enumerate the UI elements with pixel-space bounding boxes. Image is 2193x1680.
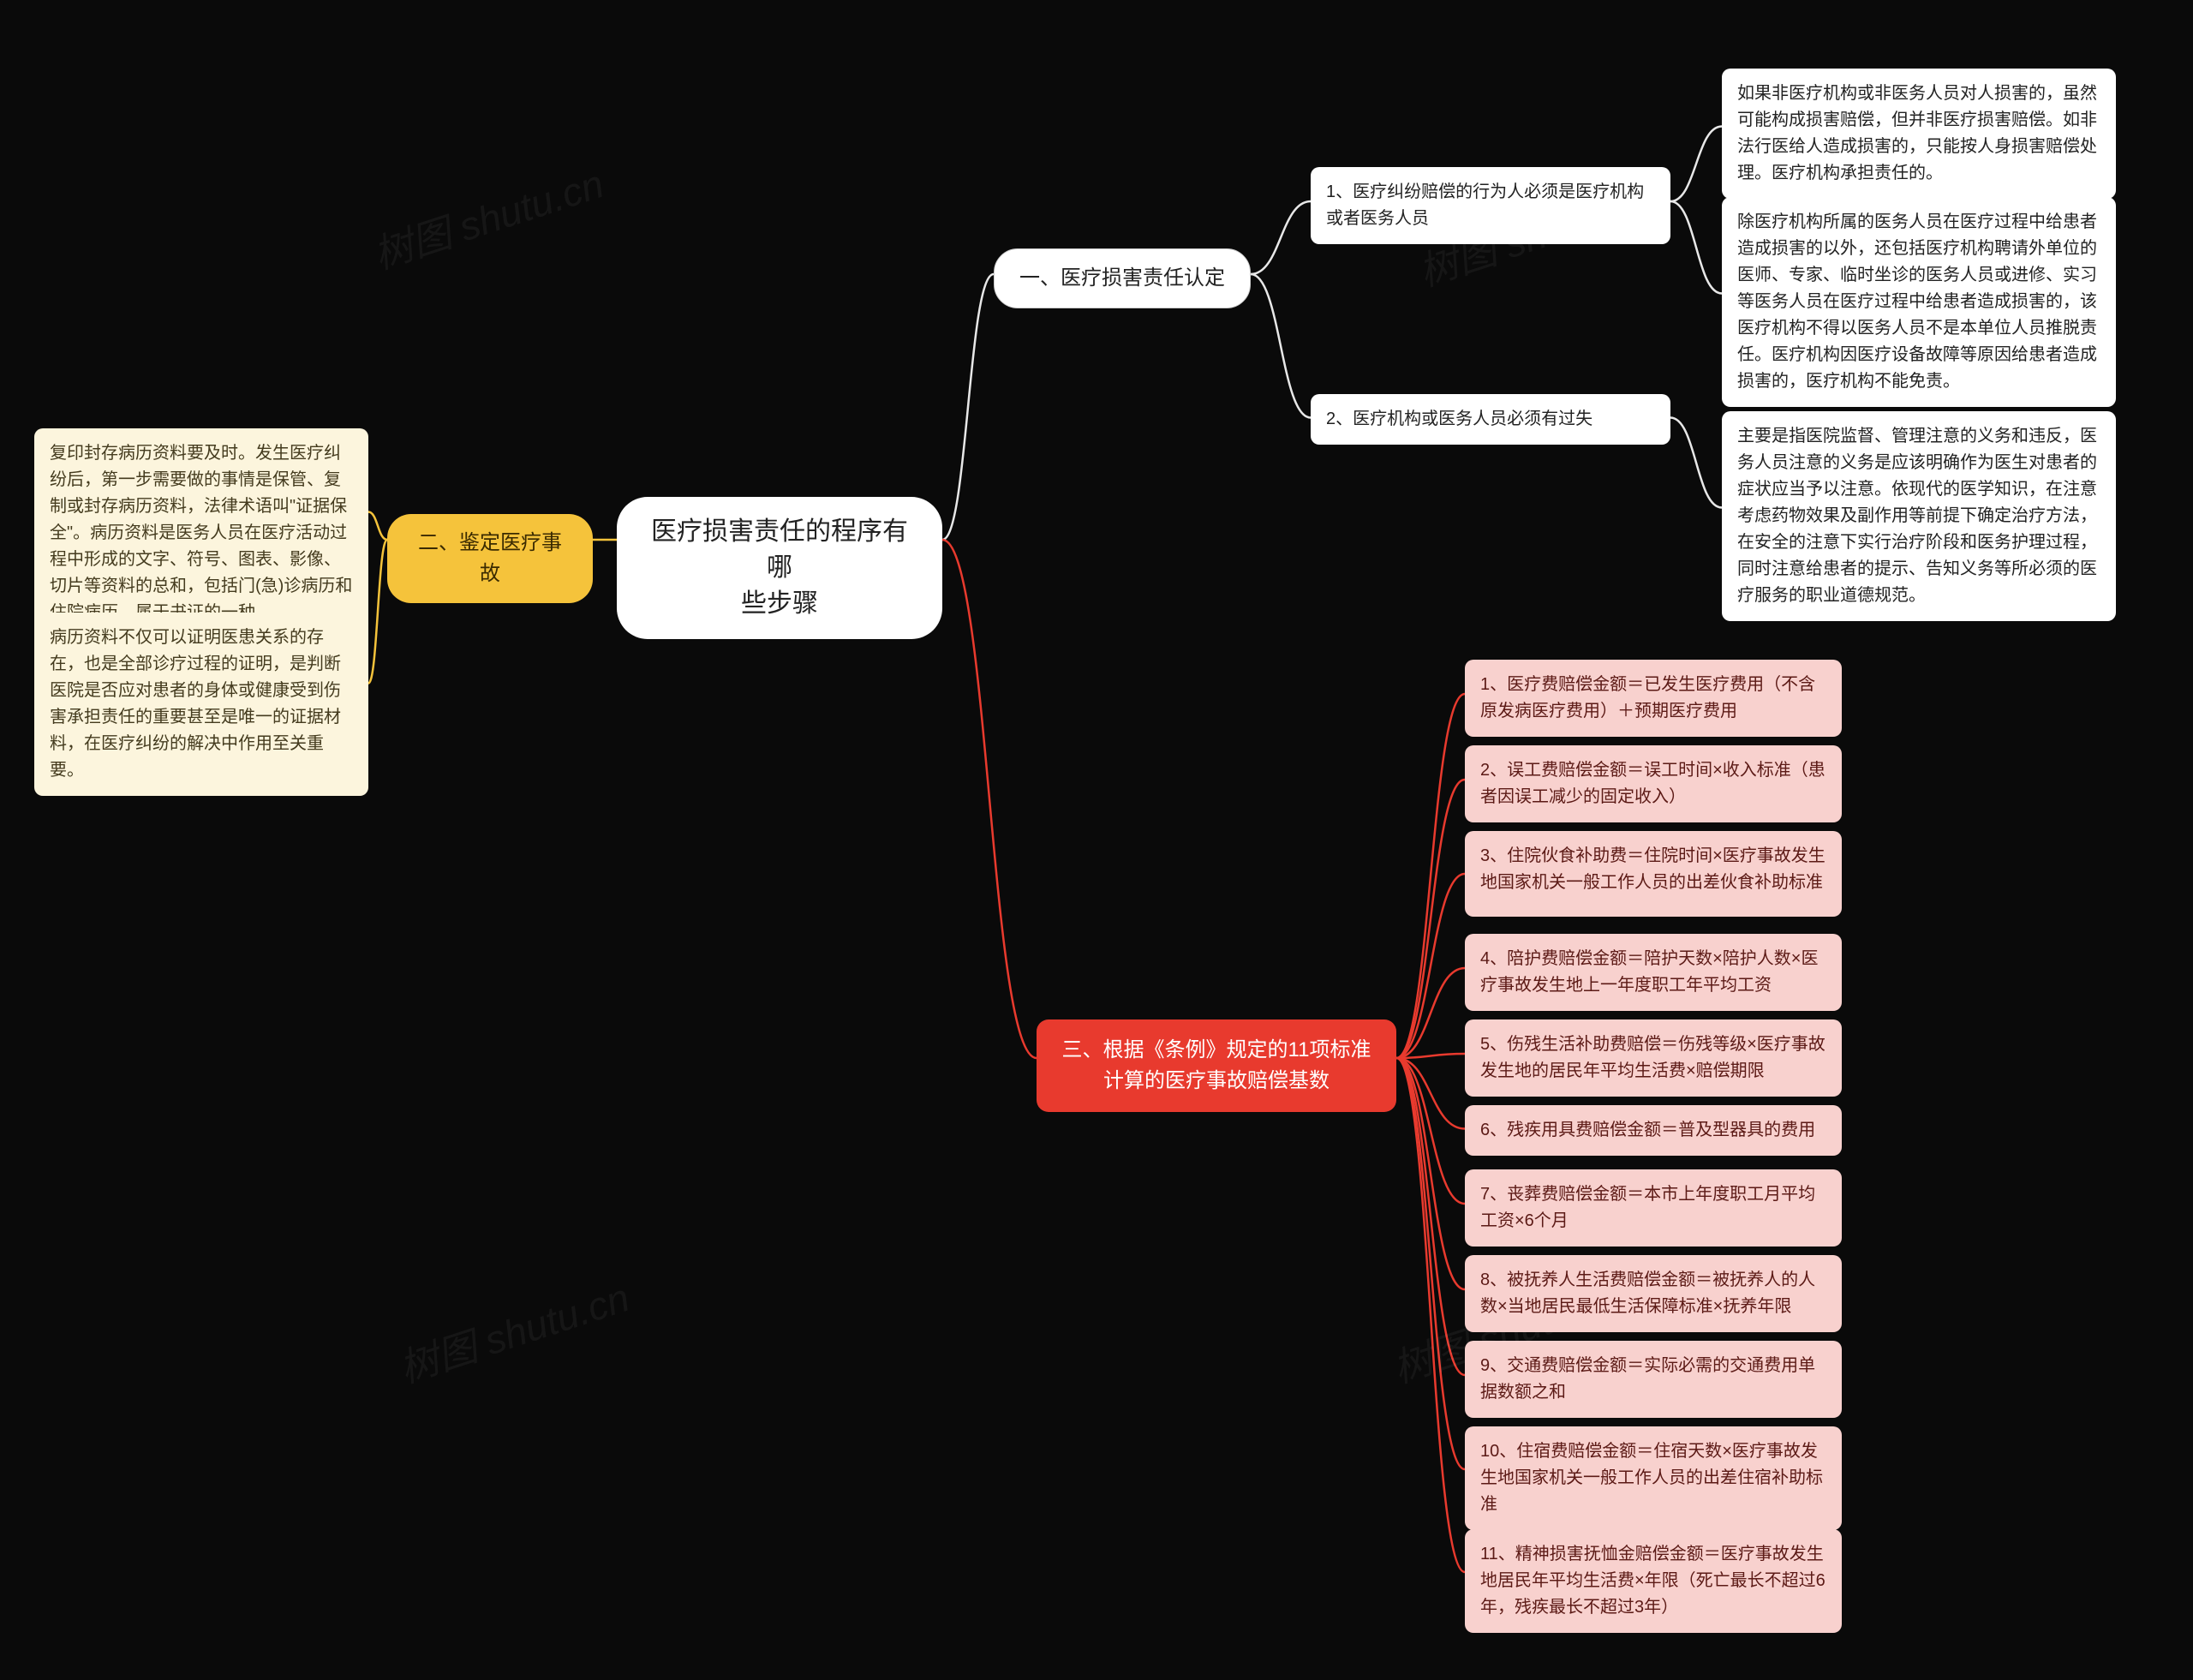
leaf-b3c6[interactable]: 6、残疾用具费赔偿金额＝普及型器具的费用 [1465,1105,1842,1156]
leaf-b1c1[interactable]: 1、医疗纠纷赔偿的行为人必须是医疗机构或者医务人员 [1311,167,1670,244]
branch-b2[interactable]: 二、鉴定医疗事故 [387,514,593,603]
branch-b3[interactable]: 三、根据《条例》规定的11项标准 计算的医疗事故赔偿基数 [1037,1019,1396,1112]
mindmap-canvas: 医疗损害责任的程序有哪 些步骤树图 shutu.cn树图 shutu.cn树图 … [0,0,2193,1680]
leaf-b1c2[interactable]: 2、医疗机构或医务人员必须有过失 [1311,394,1670,445]
leaf-b3c10[interactable]: 10、住宿费赔偿金额＝住宿天数×医疗事故发生地国家机关一般工作人员的出差住宿补助… [1465,1426,1842,1530]
leaf-b3c1[interactable]: 1、医疗费赔偿金额＝已发生医疗费用（不含原发病医疗费用）＋预期医疗费用 [1465,660,1842,737]
leaf-b1c1a[interactable]: 如果非医疗机构或非医务人员对人损害的，虽然可能构成损害赔偿，但并非医疗损害赔偿。… [1722,69,2116,199]
leaf-b2c1[interactable]: 复印封存病历资料要及时。发生医疗纠纷后，第一步需要做的事情是保管、复制或封存病历… [34,428,368,638]
watermark: 树图 shutu.cn [391,1267,636,1395]
leaf-b3c5[interactable]: 5、伤残生活补助费赔偿＝伤残等级×医疗事故发生地的居民年平均生活费×赔偿期限 [1465,1019,1842,1097]
leaf-b1c1b[interactable]: 除医疗机构所属的医务人员在医疗过程中给患者造成损害的以外，还包括医疗机构聘请外单… [1722,197,2116,407]
leaf-b2c2[interactable]: 病历资料不仅可以证明医患关系的存在，也是全部诊疗过程的证明，是判断医院是否应对患… [34,613,368,796]
leaf-b3c7[interactable]: 7、丧葬费赔偿金额＝本市上年度职工月平均工资×6个月 [1465,1169,1842,1247]
branch-b1[interactable]: 一、医疗损害责任认定 [994,248,1251,308]
leaf-b3c9[interactable]: 9、交通费赔偿金额＝实际必需的交通费用单据数额之和 [1465,1341,1842,1418]
leaf-b3c4[interactable]: 4、陪护费赔偿金额＝陪护天数×陪护人数×医疗事故发生地上一年度职工年平均工资 [1465,934,1842,1011]
leaf-b3c2[interactable]: 2、误工费赔偿金额＝误工时间×收入标准（患者因误工减少的固定收入） [1465,745,1842,822]
leaf-b3c3[interactable]: 3、住院伙食补助费＝住院时间×医疗事故发生地国家机关一般工作人员的出差伙食补助标… [1465,831,1842,917]
leaf-b3c8[interactable]: 8、被抚养人生活费赔偿金额＝被抚养人的人数×当地居民最低生活保障标准×抚养年限 [1465,1255,1842,1332]
root-node[interactable]: 医疗损害责任的程序有哪 些步骤 [617,497,942,639]
leaf-b3c11[interactable]: 11、精神损害抚恤金赔偿金额＝医疗事故发生地居民年平均生活费×年限（死亡最长不超… [1465,1529,1842,1633]
watermark: 树图 shutu.cn [366,153,610,281]
leaf-b1c2a[interactable]: 主要是指医院监督、管理注意的义务和违反，医务人员注意的义务是应该明确作为医生对患… [1722,411,2116,621]
